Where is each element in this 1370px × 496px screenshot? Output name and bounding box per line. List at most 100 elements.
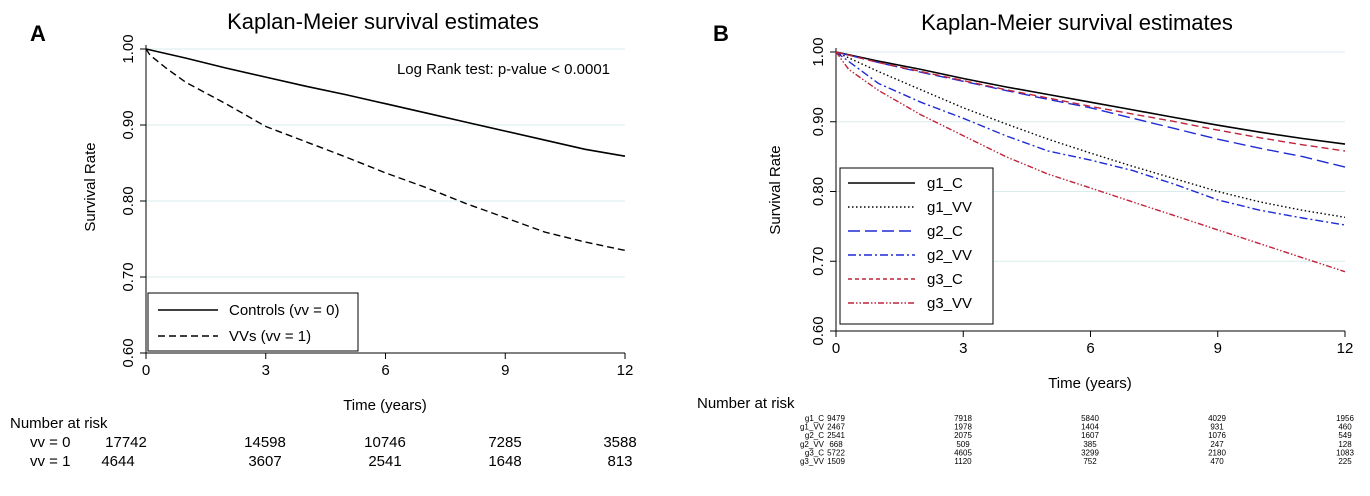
panel-a-legend-label-vvs: VVs (vv = 1) (229, 328, 311, 345)
panel-b: B Kaplan-Meier survival estimates Surviv… (697, 10, 1354, 466)
risk-value: 2180 (1208, 448, 1226, 457)
risk-value: 3588 (603, 434, 636, 451)
risk-value: 460 (1338, 423, 1352, 432)
panel-a-x-tick-label: 3 (262, 362, 270, 379)
panel-b-x-tick-label: 0 (832, 340, 840, 357)
risk-value: 7285 (488, 434, 521, 451)
panel-a-y-tick-label: 0.90 (120, 110, 137, 139)
panel-b-risk-row-label: g1_C (805, 414, 824, 423)
risk-value: 225 (1338, 457, 1352, 466)
panel-a-risk-heading: Number at risk (10, 415, 108, 432)
panel-a-x-axis-label: Time (years) (343, 397, 427, 414)
risk-value: 4029 (1208, 414, 1226, 423)
risk-value: 752 (1083, 457, 1097, 466)
panel-b-x-tick-label: 9 (1214, 340, 1222, 357)
panel-b-x-tick-label: 3 (959, 340, 967, 357)
panel-b-legend-label-g3-vv: g3_VV (927, 295, 972, 312)
panel-b-x-axis-label: Time (years) (1048, 375, 1132, 392)
risk-value: 1956 (1336, 414, 1354, 423)
risk-value: 931 (1210, 423, 1224, 432)
panel-a-legend-label-controls: Controls (vv = 0) (229, 302, 339, 319)
risk-value: 549 (1338, 431, 1352, 440)
risk-value: 385 (1083, 440, 1097, 449)
risk-value: 1120 (954, 457, 972, 466)
panel-a-risk-row-label: vv = 0 (30, 434, 70, 451)
panel-a-x-tick-label: 9 (501, 362, 509, 379)
panel-b-risk-row-label: g1_VV (800, 423, 825, 432)
risk-value: 1607 (1081, 431, 1099, 440)
risk-value: 128 (1338, 440, 1352, 449)
panel-b-risk-row-label: g3_VV (800, 457, 825, 466)
panel-a-risk-table: Number at risk vv = 0 vv = 1 17742 14598… (10, 415, 637, 470)
panel-a-legend: Controls (vv = 0) VVs (vv = 1) (147, 292, 359, 352)
panel-a-y-tick-label: 1.00 (120, 34, 137, 63)
panel-a-risk-row-label: vv = 1 (30, 453, 70, 470)
panel-b-series-g2-vv (835, 51, 1346, 226)
panel-a-plot: 0.60 0.70 0.80 0.90 1.00 0 3 6 9 12 (120, 34, 633, 379)
panel-a-y-axis-label: Survival Rate (82, 142, 99, 231)
panel-b-legend-label-g2-c: g2_C (927, 223, 963, 240)
panel-b-risk-row-label: g2_C (805, 431, 824, 440)
panel-b-risk-row-label: g2_VV (800, 440, 825, 449)
panel-b-y-axis-label: Survival Rate (767, 145, 784, 234)
risk-value: 9479 (827, 414, 845, 423)
risk-value: 3299 (1081, 448, 1099, 457)
panel-a-y-tick-label: 0.80 (120, 186, 137, 215)
panel-b-label: B (713, 21, 729, 46)
risk-value: 1648 (488, 453, 521, 470)
panel-a-title: Kaplan-Meier survival estimates (227, 9, 539, 34)
panel-b-series-g1-c (835, 51, 1346, 145)
panel-b-legend-label-g1-c: g1_C (927, 175, 963, 192)
risk-value: 1404 (1081, 423, 1099, 432)
panel-b-y-tick-label: 0.70 (810, 247, 827, 276)
risk-value: 3607 (248, 453, 281, 470)
risk-value: 4644 (101, 453, 134, 470)
panel-a: A Kaplan-Meier survival estimates Surviv… (10, 9, 637, 470)
risk-value: 2541 (368, 453, 401, 470)
panel-b-legend-label-g2-vv: g2_VV (927, 247, 972, 264)
risk-value: 2467 (827, 423, 845, 432)
panel-b-series-g3-c (835, 51, 1346, 152)
risk-value: 2541 (827, 431, 845, 440)
panel-b-series-g2-c (835, 51, 1346, 168)
risk-value: 247 (1210, 440, 1224, 449)
risk-value: 1509 (827, 457, 845, 466)
panel-a-y-tick-label: 0.70 (120, 262, 137, 291)
panel-a-series-vvs-vv-1 (145, 48, 626, 252)
panel-a-x-tick-label: 0 (142, 362, 150, 379)
risk-value: 1978 (954, 423, 972, 432)
panel-a-annotation: Log Rank test: p-value < 0.0001 (397, 61, 610, 78)
risk-value: 470 (1210, 457, 1224, 466)
risk-value: 17742 (105, 434, 147, 451)
risk-value: 5840 (1081, 414, 1099, 423)
panel-a-label: A (30, 21, 46, 46)
panel-b-risk-rows: g1_C 9479 7918 5840 4029 1956 g1_VV 2467 1978 140… (800, 414, 1354, 466)
risk-value: 5722 (827, 448, 845, 457)
risk-value: 813 (607, 453, 632, 470)
panel-a-x-tick-label: 12 (617, 362, 634, 379)
risk-value: 14598 (244, 434, 286, 451)
panel-a-x-tick-label: 6 (381, 362, 389, 379)
risk-value: 4605 (954, 448, 972, 457)
panel-b-x-tick-label: 6 (1086, 340, 1094, 357)
risk-value: 10746 (364, 434, 406, 451)
panel-b-risk-heading: Number at risk (697, 395, 795, 412)
risk-value: 668 (829, 440, 843, 449)
panel-b-y-tick-label: 0.60 (810, 316, 827, 345)
panel-b-series-g1-vv (835, 51, 1346, 218)
panel-b-y-tick-label: 0.80 (810, 177, 827, 206)
panel-b-y-tick-label: 1.00 (810, 37, 827, 66)
panel-a-series-controls-vv-0 (145, 48, 626, 157)
panel-a-legend-box (147, 292, 359, 352)
risk-value: 1083 (1336, 448, 1354, 457)
panel-b-risk-table: Number at risk g1_C 9479 7918 5840 4029 1956g… (697, 395, 1354, 466)
panel-b-y-tick-label: 0.90 (810, 107, 827, 136)
panel-b-x-tick-label: 12 (1337, 340, 1354, 357)
panel-b-risk-row-label: g3_C (805, 448, 824, 457)
panel-b-legend: g1_C g1_VV g2_C g2_VV g3_C g3_VV (839, 167, 994, 325)
risk-value: 1076 (1208, 431, 1226, 440)
panel-b-legend-label-g1-vv: g1_VV (927, 199, 972, 216)
risk-value: 7918 (954, 414, 972, 423)
panel-b-legend-box (839, 167, 994, 325)
